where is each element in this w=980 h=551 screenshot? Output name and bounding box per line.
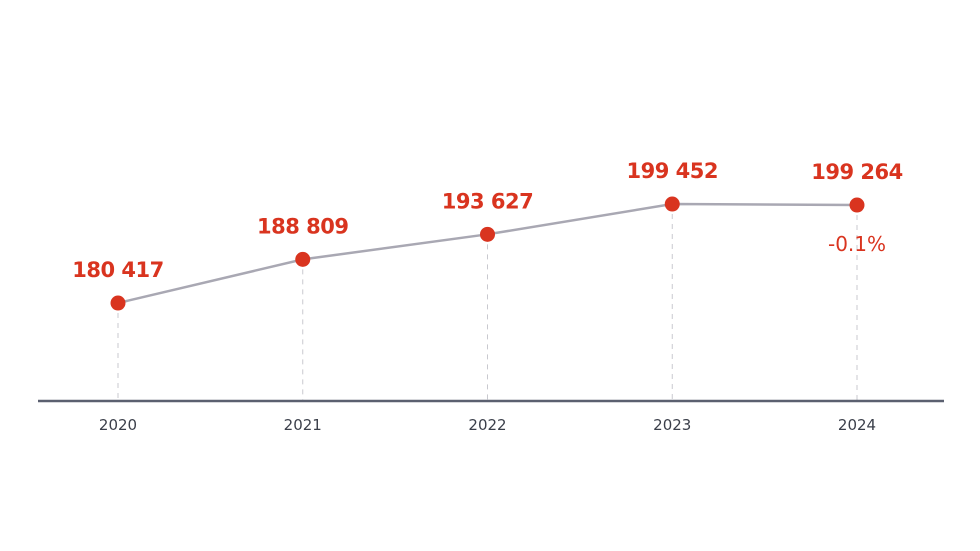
x-tick-label: 2021 <box>284 416 322 434</box>
value-label: 199 452 <box>627 159 718 183</box>
data-point <box>295 251 311 267</box>
value-label: 193 627 <box>442 189 533 213</box>
data-point <box>849 197 865 213</box>
data-point <box>480 226 495 242</box>
x-tick-label: 2020 <box>99 416 137 434</box>
data-point <box>110 295 126 311</box>
value-label: 199 264 <box>811 160 902 184</box>
value-label: 188 809 <box>257 214 348 238</box>
data-point <box>664 196 680 212</box>
x-tick-label: 2022 <box>468 416 506 434</box>
x-tick-label: 2024 <box>838 416 876 434</box>
change-annotation: -0.1% <box>828 232 886 256</box>
value-label: 180 417 <box>72 258 163 282</box>
x-tick-label: 2023 <box>653 416 691 434</box>
